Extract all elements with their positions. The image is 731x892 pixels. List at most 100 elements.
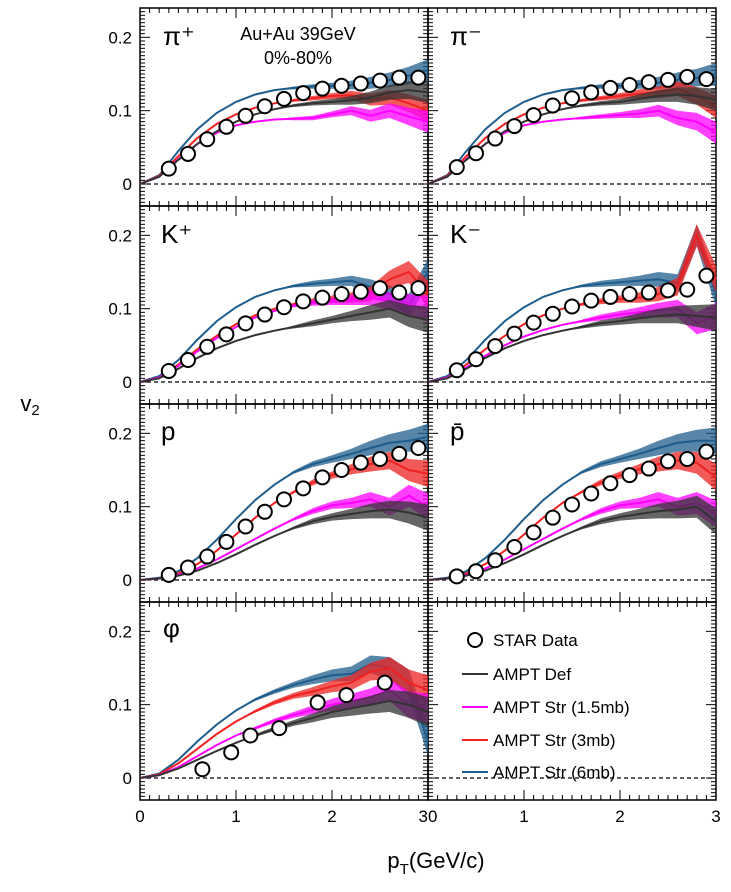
legend-label-ampt-str-3: AMPT Str (3mb): [493, 731, 615, 750]
line-ampt-def: [139, 699, 429, 779]
x-tick-label: 3: [419, 807, 428, 826]
band-ampt-def: [140, 690, 428, 778]
panel-label-pi-minus: π⁻: [450, 21, 482, 51]
star-data-point: [295, 293, 312, 310]
star-data-point: [660, 282, 676, 299]
line-ampt-str-3: [139, 666, 429, 779]
panel-2: [139, 258, 429, 383]
star-data-point: [223, 744, 240, 761]
star-data-point: [525, 524, 542, 541]
star-data-point: [199, 131, 216, 148]
x-axis-title: pT(GeV/c): [387, 848, 484, 878]
legend-label-ampt-str-1p5: AMPT Str (1.5mb): [493, 698, 630, 717]
star-data-point: [314, 469, 331, 486]
y-tick-label: 0: [123, 571, 132, 590]
band-ampt-def: [428, 304, 716, 382]
x-tick-label: 0: [135, 807, 144, 826]
legend-star-marker: [467, 632, 483, 648]
star-data-point: [295, 85, 312, 102]
band-ampt-str-6: [140, 423, 428, 580]
panel-1: [427, 63, 717, 185]
y-tick-label: 0.2: [108, 226, 132, 245]
star-data-point: [218, 326, 235, 343]
star-data-point: [237, 518, 254, 535]
star-data-point: [525, 107, 542, 124]
star-data-point: [583, 84, 600, 101]
star-data-point: [448, 159, 465, 176]
line-ampt-str-1p5: [139, 109, 429, 185]
line-ampt-def: [427, 93, 717, 185]
star-data-point: [640, 74, 657, 91]
star-data-point: [160, 363, 177, 379]
y-tick-label: 0.2: [108, 622, 132, 641]
panel-6: [139, 655, 429, 779]
star-data-point: [487, 338, 504, 355]
star-data-point: [199, 338, 216, 355]
star-data-point: [352, 283, 369, 300]
star-data-point: [391, 445, 408, 462]
star-data-point: [448, 568, 465, 585]
legend-label-ampt-def: AMPT Def: [493, 665, 571, 684]
star-data-point: [679, 281, 696, 298]
y-tick-label: 0: [123, 175, 132, 194]
y-axis-title: v2: [20, 391, 39, 419]
legend-label-star: STAR Data: [493, 631, 578, 650]
band-ampt-str-3: [140, 657, 428, 778]
star-data-point: [544, 97, 561, 114]
panels-layer: 00.10.200.10.200.10.200.10.20 1 2 3 0 1 2 3: [108, 7, 721, 826]
line-ampt-def: [427, 313, 717, 383]
x-tick-label: 2: [327, 807, 336, 826]
star-data-point: [391, 284, 408, 301]
star-data-point: [180, 352, 196, 368]
panel-label-antiproton: p̄: [450, 416, 464, 446]
star-data-point: [602, 475, 619, 492]
panel-5: [427, 427, 717, 585]
star-data-point: [506, 539, 523, 555]
y-tick-label: 0.2: [108, 28, 132, 47]
star-data-point: [410, 440, 427, 456]
band-ampt-str-1p5: [140, 484, 428, 580]
star-data-point: [218, 118, 235, 135]
star-data-point: [640, 284, 657, 301]
star-data-point: [468, 563, 484, 580]
panel-label-k-plus: K⁺: [161, 219, 192, 249]
panel-3: [427, 224, 717, 383]
star-data-point: [410, 280, 427, 297]
star-data-point: [506, 325, 523, 342]
x-tick-label: 0: [428, 807, 437, 826]
star-data-point: [199, 548, 216, 565]
band-ampt-str-1p5: [140, 103, 428, 184]
star-data-point: [621, 77, 638, 93]
star-data-point: [525, 314, 542, 331]
x-tick-label: 1: [519, 807, 528, 826]
star-data-point: [602, 79, 619, 96]
star-data-point: [372, 280, 388, 297]
star-data-point: [352, 454, 369, 471]
star-data-point: [679, 451, 696, 467]
star-data-point: [338, 687, 355, 704]
star-data-point: [544, 305, 561, 322]
star-data-point: [564, 298, 580, 315]
star-data-point: [242, 727, 259, 744]
star-data-point: [372, 451, 388, 467]
star-data-point: [468, 145, 484, 162]
star-data-point: [640, 460, 657, 477]
star-data-point: [295, 480, 312, 497]
star-data-point: [679, 68, 696, 85]
star-data-point: [391, 69, 408, 86]
star-data-point: [698, 443, 715, 460]
star-data-point: [487, 130, 504, 147]
legend-label-ampt-str-6: AMPT Str (6mb): [493, 763, 615, 782]
star-data-point: [372, 72, 388, 89]
panel-label-k-minus: K⁻: [450, 219, 481, 249]
star-data-point: [583, 485, 600, 502]
panel-4: [139, 423, 429, 583]
star-data-point: [333, 462, 350, 478]
star-data-point: [487, 552, 504, 569]
line-ampt-str-6: [427, 232, 717, 383]
star-data-point: [564, 496, 580, 513]
star-data-point: [468, 351, 484, 368]
band-ampt-def: [428, 87, 716, 184]
band-ampt-str-1p5: [428, 104, 716, 184]
x-tick-label: 1: [231, 807, 240, 826]
